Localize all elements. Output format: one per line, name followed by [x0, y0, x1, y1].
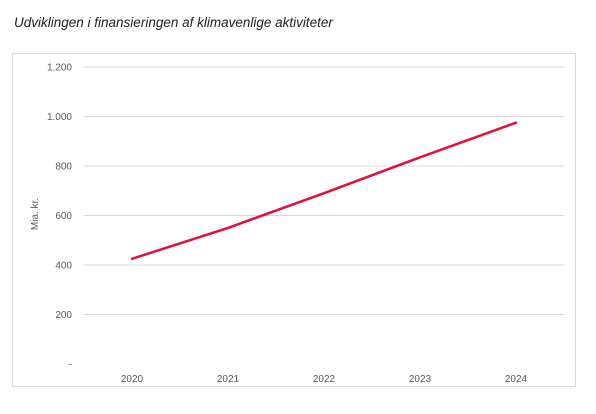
x-axis-ticks: 2020 2021 2022 2023 2024 [121, 374, 528, 385]
x-tick-label: 2021 [217, 374, 240, 385]
chart-title: Udviklingen i finansieringen af klimaven… [14, 15, 333, 30]
x-tick-label: 2020 [121, 374, 144, 385]
x-tick-label: 2023 [409, 374, 432, 385]
y-axis-ticks: - 200 400 600 800 1.000 1.200 [47, 63, 72, 371]
series-lines [130, 121, 518, 261]
y-tick-label: 400 [55, 261, 72, 272]
y-tick-label: 800 [55, 162, 72, 173]
y-tick-label: 600 [55, 211, 72, 222]
y-tick-label: 1.000 [47, 112, 72, 123]
y-tick-label: 1.200 [47, 63, 72, 74]
x-tick-label: 2022 [313, 374, 336, 385]
gridlines [84, 66, 564, 315]
chart-frame [12, 53, 576, 387]
x-tick-label: 2024 [505, 374, 528, 385]
y-tick-label: 200 [55, 310, 72, 321]
y-tick-label: - [69, 360, 72, 371]
y-axis-label: Mia. kr. [30, 198, 41, 230]
series-line [130, 121, 518, 261]
